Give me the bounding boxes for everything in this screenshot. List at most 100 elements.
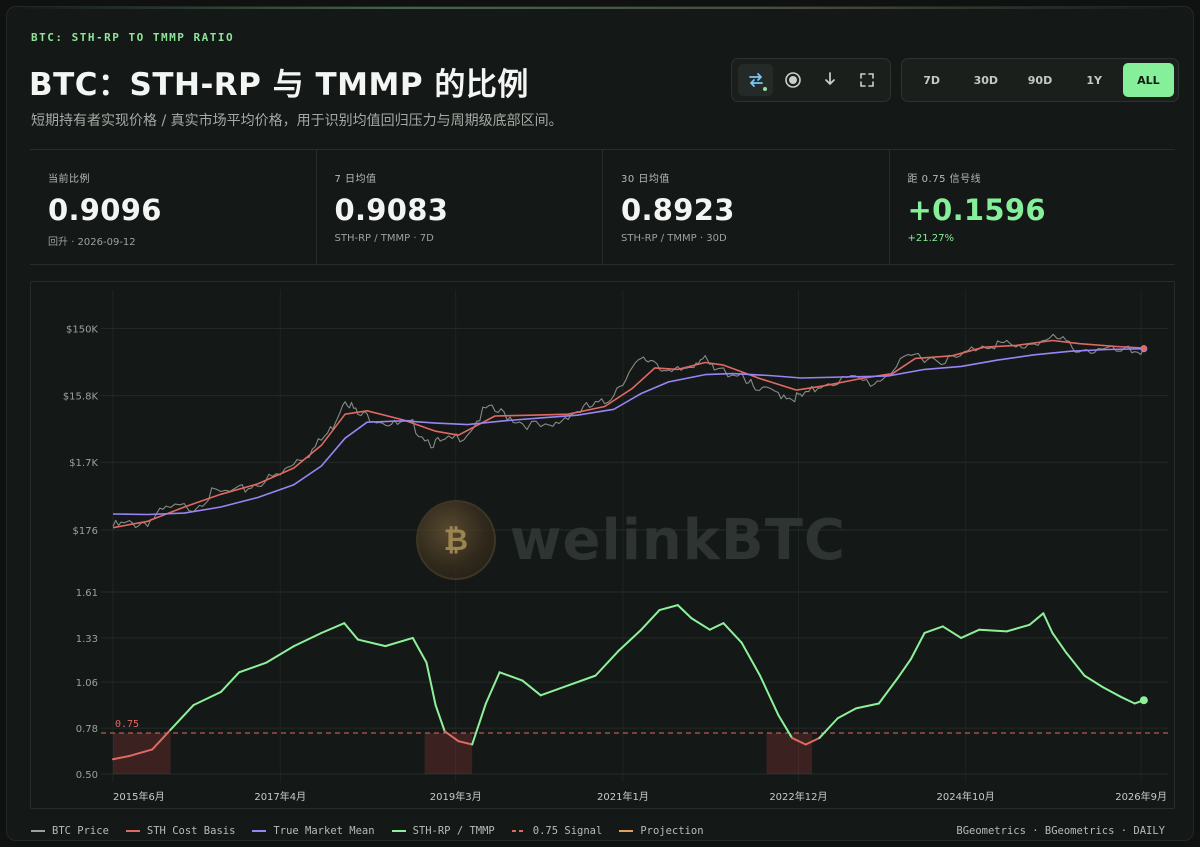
series-line <box>112 347 1144 516</box>
ratio-segment <box>169 704 195 731</box>
ratio-segment <box>708 622 725 631</box>
stat-sub: 回升 · 2026-09-12 <box>48 237 136 248</box>
ratio-segment <box>690 617 711 631</box>
record-button[interactable] <box>775 64 810 96</box>
y-tick-label: 1.06 <box>76 678 98 689</box>
legend-label: BTC Price <box>52 825 109 837</box>
ratio-segment <box>112 754 131 761</box>
legend-item[interactable]: Projection <box>619 825 704 837</box>
legend-label: True Market Mean <box>273 825 375 837</box>
legend-swatch <box>31 830 45 832</box>
y-tick-label: $176 <box>73 526 98 537</box>
legend-label: STH-RP / TMMP <box>412 825 495 837</box>
endpoint-marker <box>1139 696 1148 705</box>
ratio-segment <box>1051 631 1068 654</box>
data-source: BGeometrics · BGeometrics · DAILY <box>956 825 1165 837</box>
swap-button[interactable] <box>738 64 773 96</box>
stat-value: 0.8923 <box>621 193 735 227</box>
ratio-segment <box>425 661 437 707</box>
swap-icon <box>748 73 763 87</box>
page-title: BTC：STH-RP 与 TMMP 的比例 <box>29 67 529 103</box>
x-tick-label: 2015年6月 <box>113 790 165 803</box>
ratio-segment <box>960 628 981 639</box>
ratio-segment <box>192 691 222 707</box>
ratio-segment <box>457 740 474 746</box>
range-30d-button[interactable]: 30D <box>973 73 999 87</box>
legend-item[interactable]: 0.75 Signal <box>511 825 603 837</box>
ratio-segment <box>539 684 570 697</box>
x-tick-label: 2024年10月 <box>937 790 995 803</box>
chart-area[interactable]: $150K $15.8K $1.7K $176 1.61 1.33 1.06 0.78 0.50… <box>30 281 1175 809</box>
ratio-segment <box>320 622 346 634</box>
ratio-segment <box>265 645 295 664</box>
ratio-segment <box>740 641 762 677</box>
undervaluation-zone <box>424 733 473 774</box>
record-icon <box>784 72 801 88</box>
legend-item[interactable]: STH Cost Basis <box>125 825 235 837</box>
legend-label: 0.75 Signal <box>532 825 603 837</box>
fullscreen-button[interactable] <box>849 64 884 96</box>
active-indicator-dot <box>763 87 767 91</box>
legend-swatch <box>511 830 526 832</box>
ratio-segment <box>978 628 1008 633</box>
legend-swatch <box>125 830 140 832</box>
ratio-segment <box>1083 674 1104 689</box>
download-button[interactable] <box>812 64 847 96</box>
download-icon <box>824 72 835 85</box>
y-tick-label: $150K <box>66 324 98 335</box>
range-all-button[interactable]: ALL <box>1122 63 1175 97</box>
x-tick-label: 2017年4月 <box>254 790 306 803</box>
range-selector: 7D 30D 90D 1Y ALL <box>901 58 1179 102</box>
ratio-segment <box>1005 623 1031 633</box>
range-7d-button[interactable]: 7D <box>923 73 940 87</box>
ratio-segment <box>1065 651 1086 677</box>
ratio-segment <box>521 679 542 697</box>
chart-svg: $150K $15.8K $1.7K $176 1.61 1.33 1.06 0.78 0.50… <box>63 290 1168 803</box>
stat-label: 距 0.75 信号线 <box>907 174 982 185</box>
y-tick-label: $1.7K <box>69 458 98 469</box>
ratio-segment <box>498 671 524 682</box>
ratio-segment <box>1042 612 1054 634</box>
stat-label: 7 日均值 <box>334 174 377 185</box>
ratio-segment <box>411 636 428 664</box>
y-tick-label: 0.78 <box>76 724 98 735</box>
stat-sub: STH-RP / TMMP · 30D <box>621 233 727 244</box>
legend-item[interactable]: BTC Price <box>31 825 109 837</box>
range-1y-button[interactable]: 1Y <box>1086 73 1103 87</box>
x-tick-label: 2021年1月 <box>597 790 649 803</box>
ratio-segment <box>836 707 857 720</box>
range-90d-button[interactable]: 90D <box>1027 73 1053 87</box>
ratio-segment <box>909 631 926 661</box>
stat-sub: STH-RP / TMMP · 7D <box>334 233 434 244</box>
stat-value: +0.1596 <box>907 193 1046 227</box>
legend-item[interactable]: True Market Mean <box>252 825 375 837</box>
page-subtitle: 短期持有者实现价格 / 真实市场平均价格，用于识别均值回归压力与周期级底部区间。 <box>31 113 563 129</box>
stat-value: 0.9083 <box>334 193 449 227</box>
stats-row: 当前比例 0.9096 回升 · 2026-09-12 7 日均值 0.9083… <box>30 149 1175 265</box>
x-tick-label: 2019年3月 <box>430 790 482 803</box>
ratio-segment <box>343 622 359 641</box>
ratio-segment <box>151 728 172 751</box>
ratio-segment <box>384 636 414 648</box>
ratio-segment <box>484 671 501 705</box>
ratio-segment <box>219 671 241 694</box>
ratio-segment <box>128 748 154 757</box>
ratio-segment <box>722 622 743 644</box>
ratio-segment <box>1101 686 1123 698</box>
ratio-segment <box>759 674 780 716</box>
y-tick-label: 1.33 <box>76 634 98 645</box>
ratio-segment <box>877 677 899 705</box>
ratio-segment <box>896 658 912 680</box>
legend-item[interactable]: STH-RP / TMMP <box>391 825 495 837</box>
ratio-segment <box>676 604 693 620</box>
stat-current-ratio: 当前比例 0.9096 回升 · 2026-09-12 <box>30 150 317 264</box>
ratio-segment <box>238 661 268 674</box>
ratio-segment <box>1120 695 1136 705</box>
x-tick-label: 2022年12月 <box>769 790 827 803</box>
ratio-segment <box>941 625 963 639</box>
ratio-segment <box>594 650 620 677</box>
ratio-segment <box>434 704 446 733</box>
legend-swatch <box>619 830 634 832</box>
series-line <box>112 333 1145 529</box>
stat-label: 当前比例 <box>48 174 90 185</box>
